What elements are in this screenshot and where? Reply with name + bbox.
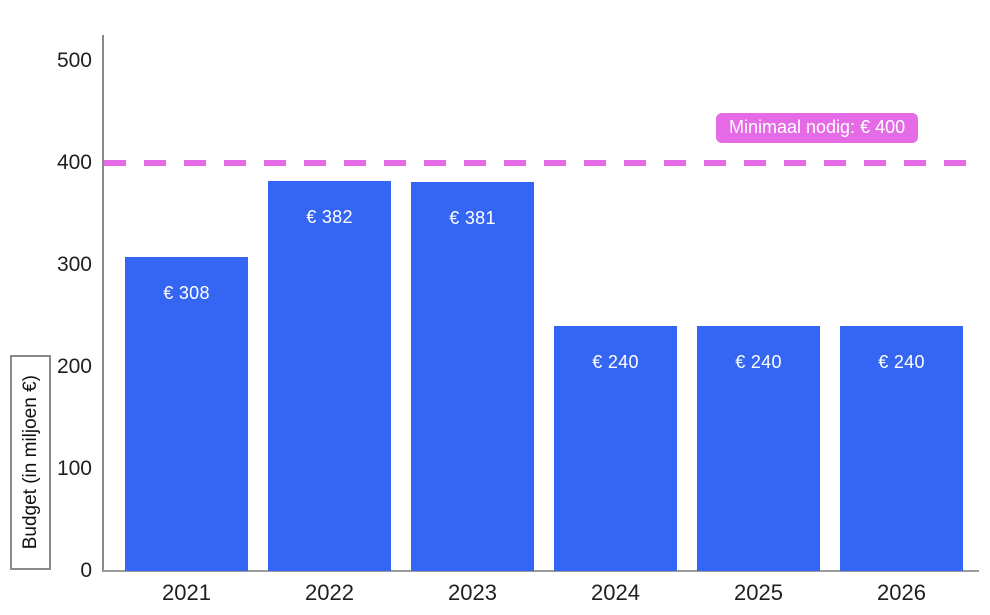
bar-2023: € 381 bbox=[411, 182, 534, 571]
y-tick-label-300: 300 bbox=[56, 253, 92, 276]
y-tick-label-100: 100 bbox=[56, 457, 92, 480]
bar-2025: € 240 bbox=[697, 326, 820, 571]
bar-2026: € 240 bbox=[840, 326, 963, 571]
y-tick-label-200: 200 bbox=[56, 355, 92, 378]
bar-value-label: € 240 bbox=[592, 352, 639, 372]
x-tick-label-2022: 2022 bbox=[305, 580, 354, 605]
bar-value-label: € 240 bbox=[878, 352, 925, 372]
y-axis-title-box: Budget (in miljoen €) bbox=[10, 355, 51, 570]
threshold-dashed-line bbox=[104, 160, 978, 166]
x-axis-line bbox=[103, 570, 979, 572]
x-tick-label-2025: 2025 bbox=[734, 580, 783, 605]
bar-2021: € 308 bbox=[125, 257, 248, 571]
threshold-badge: Minimaal nodig: € 400 bbox=[716, 113, 919, 143]
bar-2022: € 382 bbox=[268, 181, 391, 571]
x-tick-label-2024: 2024 bbox=[591, 580, 640, 605]
x-tick-label-2021: 2021 bbox=[162, 580, 211, 605]
y-axis-line bbox=[102, 35, 104, 572]
y-tick-label-500: 500 bbox=[56, 49, 92, 72]
y-tick-label-0: 0 bbox=[80, 559, 92, 582]
bar-value-label: € 382 bbox=[306, 207, 353, 227]
y-tick-label-400: 400 bbox=[56, 151, 92, 174]
bar-value-label: € 240 bbox=[735, 352, 782, 372]
bar-value-label: € 308 bbox=[163, 283, 210, 303]
x-tick-label-2023: 2023 bbox=[448, 580, 497, 605]
bar-value-label: € 381 bbox=[449, 208, 496, 228]
bar-2024: € 240 bbox=[554, 326, 677, 571]
x-tick-label-2026: 2026 bbox=[877, 580, 926, 605]
